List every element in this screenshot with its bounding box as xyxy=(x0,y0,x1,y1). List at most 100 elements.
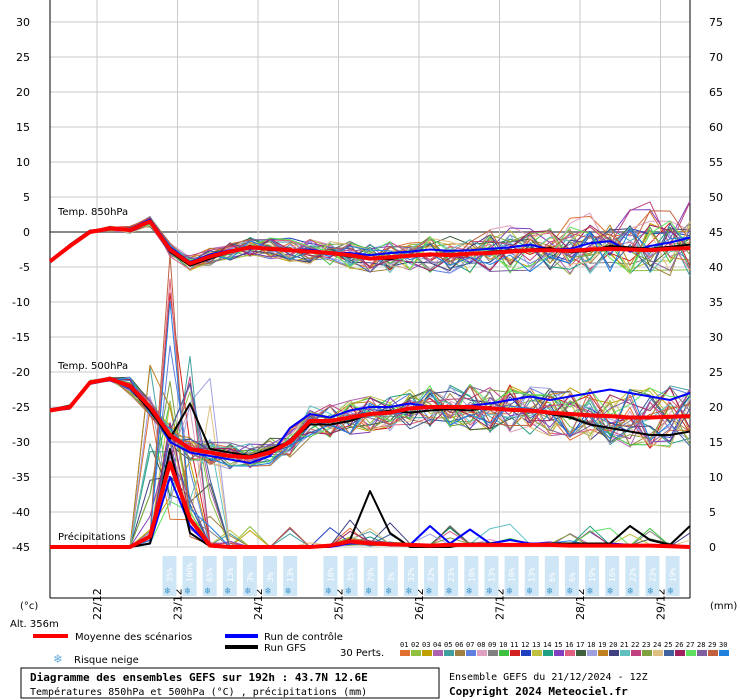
pert-legend-id: 27 xyxy=(686,641,694,649)
pert-legend-id: 22 xyxy=(631,641,639,649)
left-tick-label: -25 xyxy=(12,401,30,414)
snow-risk-value: 13% xyxy=(226,567,235,582)
right-tick-label: 0 xyxy=(709,541,716,554)
pert-legend-id: 23 xyxy=(642,641,650,649)
snow-risk-cell xyxy=(162,556,177,596)
legend-snow-label: Risque neige xyxy=(74,655,139,666)
pert-legend-id: 10 xyxy=(499,641,507,649)
mean-t500-line xyxy=(49,377,691,460)
pert-legend-id: 07 xyxy=(466,641,474,649)
pert-legend-swatch xyxy=(477,650,487,656)
pert-legend-id: 28 xyxy=(697,641,705,649)
snow-risk-cell xyxy=(363,556,378,596)
snowflake-icon: ❄ xyxy=(285,586,292,597)
left-tick-label: -40 xyxy=(12,506,30,519)
altitude: Alt. 356m xyxy=(10,619,59,630)
right-unit: (mm) xyxy=(710,601,737,612)
pert-legend-swatch xyxy=(653,650,663,656)
right-tick-label: 75 xyxy=(709,16,723,29)
pert-legend-id: 18 xyxy=(587,641,595,649)
legend: Moyenne des scénarios Run de contrôle Ru… xyxy=(33,631,729,667)
pert-legend-swatch xyxy=(400,650,410,656)
pert-legend-swatch xyxy=(697,650,707,656)
x-date-label: 24/12 xyxy=(252,588,265,620)
snowflake-icon: ❄ xyxy=(53,652,62,667)
pert-legend-id: 25 xyxy=(664,641,672,649)
snow-risk-cell xyxy=(544,556,559,596)
left-unit: (°c) xyxy=(20,601,38,612)
snow-risk-value: 32% xyxy=(407,567,416,582)
snow-risk-cell xyxy=(625,556,640,596)
snow-risk-value: 29% xyxy=(367,567,376,582)
left-tick-label: -35 xyxy=(12,471,30,484)
pert-legend-swatch xyxy=(631,650,641,656)
pert-legend-id: 12 xyxy=(521,641,529,649)
pert-legend-swatch xyxy=(532,650,542,656)
left-tick-label: -20 xyxy=(12,366,30,379)
snow-risk-cell xyxy=(524,556,539,596)
right-tick-label: 55 xyxy=(709,156,723,169)
pert-legend-swatch xyxy=(587,650,597,656)
left-tick-label: -45 xyxy=(12,541,30,554)
snow-risk-value: 35% xyxy=(347,567,356,582)
pert-legend-swatch xyxy=(675,650,685,656)
pert-legend-id: 13 xyxy=(532,641,540,649)
left-tick-label: 5 xyxy=(23,191,30,204)
precip-label: Précipitations xyxy=(58,531,126,543)
pert-legend-id: 20 xyxy=(609,641,617,649)
legend-gfs-label: Run GFS xyxy=(264,643,306,654)
pert-legend-id: 04 xyxy=(433,641,441,649)
snow-risk-cell xyxy=(665,556,680,596)
snow-risk-cell xyxy=(343,556,358,596)
chart-grid xyxy=(49,0,691,607)
snow-risk-value: 3% xyxy=(387,572,396,582)
pert-legend-swatch xyxy=(642,650,652,656)
right-tick-label: 40 xyxy=(709,261,723,274)
snow-risk-value: 65% xyxy=(206,567,215,582)
pert-legend-swatch xyxy=(510,650,520,656)
pert-legend-id: 30 xyxy=(719,641,727,649)
pert-legend-id: 21 xyxy=(620,641,628,649)
chart-series xyxy=(48,200,691,549)
snow-risk-cell xyxy=(504,556,519,596)
snow-risk-value: 22% xyxy=(628,567,637,582)
x-date-label: 27/12 xyxy=(494,588,507,620)
snowflake-icon: ❄ xyxy=(607,586,614,597)
copyright: Copyright 2024 Meteociel.fr xyxy=(449,685,628,698)
left-tick-label: 15 xyxy=(16,121,30,134)
snow-risk-value: 23% xyxy=(447,567,456,582)
snow-risk-cell xyxy=(605,556,620,596)
left-tick-label: 30 xyxy=(16,16,30,29)
snow-risk-value: 16% xyxy=(608,567,617,582)
pert-legend-id: 08 xyxy=(477,641,485,649)
pert-t850-line xyxy=(49,201,691,267)
snow-risk-value: 19% xyxy=(669,567,678,582)
pert-legend-swatch xyxy=(411,650,421,656)
t850-label: Temp. 850hPa xyxy=(57,207,128,218)
pert-legend-swatch xyxy=(620,650,630,656)
snow-risk-value: 13% xyxy=(286,567,295,582)
snowflake-icon: ❄ xyxy=(627,586,634,597)
pert-legend-swatch xyxy=(422,650,432,656)
snowflake-icon: ❄ xyxy=(587,586,594,597)
snowflake-icon: ❄ xyxy=(366,586,373,597)
snowflake-icon: ❄ xyxy=(668,586,675,597)
right-tick-label: 50 xyxy=(709,191,723,204)
left-tick-label: 0 xyxy=(23,226,30,239)
pert-legend-swatch xyxy=(576,650,586,656)
snow-risk-value: 3% xyxy=(246,572,255,582)
snow-risk-cell xyxy=(242,556,257,596)
snow-risk-value: 13% xyxy=(487,567,496,582)
snow-risk-value: 3% xyxy=(266,572,275,582)
right-tick-label: 25 xyxy=(709,366,723,379)
pert-legend-id: 26 xyxy=(675,641,683,649)
snowflake-icon: ❄ xyxy=(164,586,171,597)
right-tick-label: 35 xyxy=(709,296,723,309)
snowflake-icon: ❄ xyxy=(265,586,272,597)
pert-legend-swatch xyxy=(499,650,509,656)
snow-risk-cell xyxy=(202,556,217,596)
pert-legend-id: 17 xyxy=(576,641,584,649)
left-tick-label: 20 xyxy=(16,86,30,99)
pert-legend-swatch xyxy=(719,650,729,656)
